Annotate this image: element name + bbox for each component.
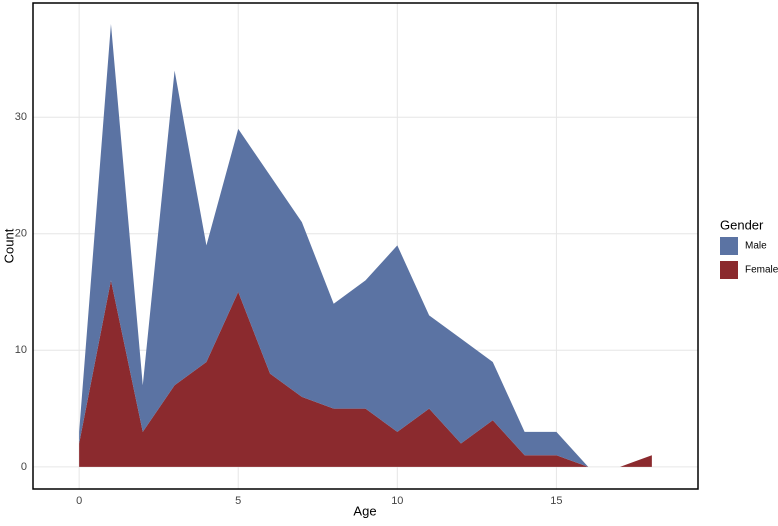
x-tick-label: 10 <box>391 495 403 507</box>
legend-label: Female <box>745 265 778 276</box>
x-tick-label: 5 <box>235 495 241 507</box>
y-tick-label: 0 <box>21 461 27 473</box>
legend-key <box>720 237 738 255</box>
y-tick-label: 30 <box>15 111 27 123</box>
x-tick-label: 0 <box>76 495 82 507</box>
area <box>79 280 652 467</box>
legend-key <box>720 261 738 279</box>
y-tick-label: 10 <box>15 344 27 356</box>
y-axis-label: Count <box>1 228 16 263</box>
x-axis-label: Age <box>353 503 376 518</box>
y-tick-label: 20 <box>15 228 27 240</box>
x-tick-label: 15 <box>550 495 562 507</box>
area <box>79 23 652 467</box>
legend-label: Male <box>745 241 767 252</box>
plot-border <box>32 2 699 490</box>
legend-title: Gender <box>720 217 764 232</box>
